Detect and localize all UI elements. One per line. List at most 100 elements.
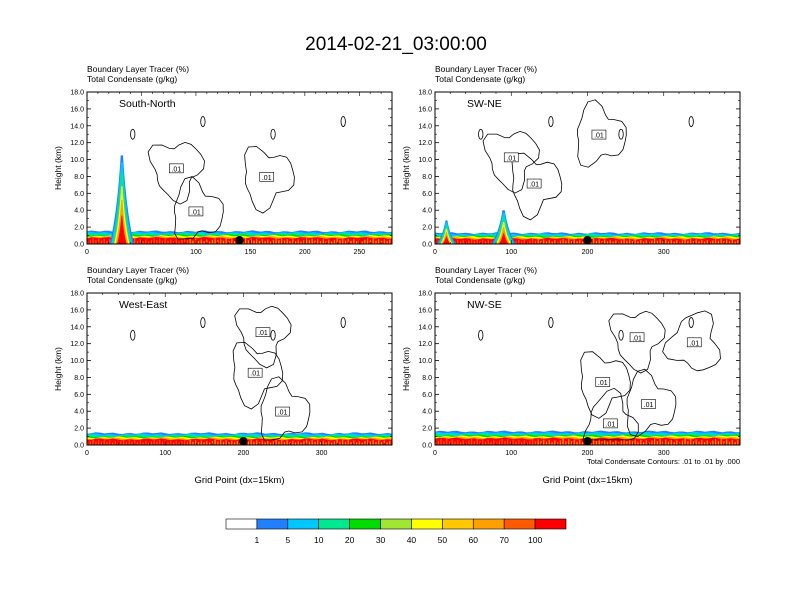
plot-background (435, 92, 740, 244)
y-tick-label: 4.0 (422, 208, 432, 215)
tracer-streak (523, 440, 525, 445)
tracer-streak (465, 241, 467, 244)
tracer-streak (443, 441, 445, 445)
tracer-streak (389, 239, 391, 244)
colorbar-swatch (472, 518, 505, 530)
tracer-streak (170, 239, 172, 244)
plot-area: .01 .01 .01 (87, 293, 392, 445)
y-tick-label: 16.0 (70, 106, 84, 113)
panel-header-line: Boundary Layer Tracer (%) (87, 64, 189, 74)
tracer-streak (706, 240, 708, 244)
tracer-streak (471, 239, 473, 244)
tracer-streak (562, 438, 564, 445)
tracer-peak (116, 215, 127, 244)
tracer-streak (482, 439, 484, 445)
panel-2: Boundary Layer Tracer (%)Total Condensat… (401, 64, 741, 256)
tracer-streak (369, 441, 371, 445)
tracer-streak (250, 439, 252, 445)
tracer-streak (311, 439, 313, 445)
condensate-contour (482, 130, 540, 194)
tracer-streak (604, 239, 606, 244)
panel-header-line: Boundary Layer Tracer (%) (87, 265, 189, 275)
x-tick-label: 200 (582, 249, 594, 256)
tracer-streak (258, 442, 261, 445)
tracer-streak (701, 239, 703, 244)
tracer-streak (562, 239, 564, 244)
tracer-streak (698, 241, 700, 244)
tracer-streak (136, 442, 139, 445)
x-tick-label: 300 (658, 450, 670, 457)
tracer-streak (684, 239, 686, 244)
tracer-streak (228, 442, 230, 445)
tracer-streak (673, 442, 675, 445)
tracer-peak (498, 233, 509, 244)
tracer-streak (684, 438, 686, 445)
tracer-streak (283, 441, 286, 445)
tracer-streak (289, 442, 291, 445)
y-tick-label: 18.0 (70, 291, 84, 298)
colorbar-label: 20 (345, 535, 355, 545)
tracer-streak (92, 238, 94, 244)
tracer-streak (286, 440, 288, 445)
tracer-streak (551, 241, 553, 244)
tracer-streak (245, 238, 247, 244)
tracer-streak (234, 241, 236, 244)
tracer-streak (333, 441, 335, 445)
tracer-streak (726, 439, 728, 445)
tracer-streak (526, 241, 528, 244)
tracer-streak (623, 438, 625, 445)
tracer-streak (595, 441, 597, 445)
tracer-streak (350, 240, 352, 244)
tracer-streak (278, 441, 280, 445)
tracer-streak (573, 439, 575, 445)
condensate-contour-small (340, 116, 346, 127)
tracer-streak (314, 441, 316, 445)
tracer-streak (573, 239, 575, 244)
tracer-streak (209, 241, 211, 244)
tracer-streak (192, 240, 194, 244)
tracer-streak (626, 441, 628, 445)
tracer-streak (557, 241, 559, 244)
colorbar-swatch (287, 518, 320, 530)
x-tick-label: 100 (505, 249, 517, 256)
tracer-streak (95, 240, 97, 244)
y-tick-label: 16.0 (418, 106, 432, 113)
tracer-streak (479, 241, 481, 244)
tracer-streak (225, 238, 227, 244)
tracer-streak (380, 240, 383, 244)
tracer-streak (507, 439, 509, 445)
condensate-contour (260, 376, 311, 441)
tracer-streak (557, 442, 559, 445)
tracer-streak (98, 238, 100, 244)
y-axis-label: Height (km) (401, 347, 411, 391)
y-tick-label: 4.0 (422, 409, 432, 416)
tracer-streak (297, 239, 299, 244)
panel-title: NW-SE (467, 299, 502, 311)
tracer-streak (89, 441, 91, 445)
tracer-streak (482, 239, 484, 244)
tracer-streak (272, 239, 274, 244)
tracer-streak (620, 240, 622, 244)
tracer-streak (737, 240, 739, 244)
panel-1: Boundary Layer Tracer (%)Total Condensat… (53, 64, 393, 256)
tracer-streak (383, 440, 385, 445)
figure-title: 2014-02-21_03:00:00 (305, 34, 487, 55)
tracer-streak (184, 439, 186, 445)
tracer-peak (442, 236, 451, 244)
tracer-streak (270, 442, 272, 445)
tracer-streak (626, 240, 628, 244)
tracer-streak (247, 441, 249, 445)
tracer-streak (181, 239, 183, 244)
tracer-streak (106, 240, 108, 244)
tracer-streak (139, 239, 141, 244)
y-tick-label: 4.0 (74, 409, 84, 416)
tracer-streak (673, 241, 675, 244)
tracer-streak (311, 238, 313, 244)
tracer-streak (239, 442, 241, 445)
tracer-streak (308, 441, 310, 445)
tracer-streak (623, 239, 625, 244)
y-tick-label: 8.0 (74, 174, 84, 181)
tracer-streak (460, 241, 462, 244)
tracer-streak (609, 239, 611, 244)
contour-label-box (259, 171, 275, 182)
